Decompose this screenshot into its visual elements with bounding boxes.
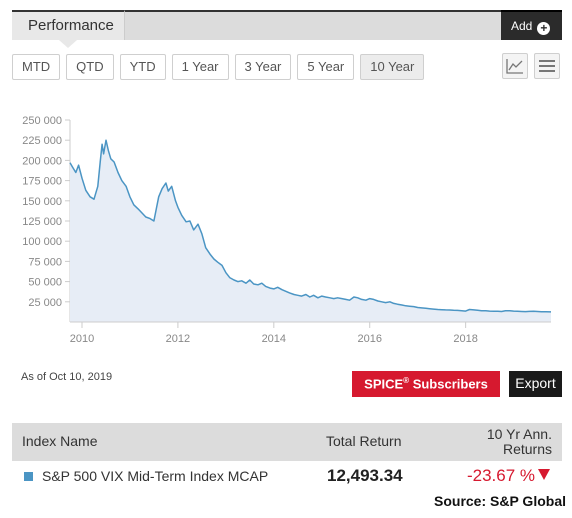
y-tick-label: 250 000: [22, 115, 62, 127]
line-chart-icon[interactable]: [502, 53, 528, 79]
table-header: Index Name Total Return 10 Yr Ann. Return…: [12, 423, 562, 461]
add-button[interactable]: Add +: [501, 10, 562, 40]
y-tick-label: 150 000: [22, 196, 62, 208]
add-button-label: Add: [511, 19, 533, 33]
x-tick-label: 2012: [166, 333, 190, 345]
y-tick-label: 100 000: [22, 236, 62, 248]
tab-performance[interactable]: Performance: [12, 10, 125, 40]
table-row[interactable]: S&P 500 VIX Mid-Term Index MCAP 12,493.3…: [12, 461, 562, 491]
x-tick-label: 2014: [262, 333, 286, 345]
series-line: [69, 139, 552, 313]
spice-subscribers-button[interactable]: SPICE® Subscribers: [352, 371, 500, 397]
col-ann-line2: Returns: [502, 441, 552, 457]
performance-chart[interactable]: 250 000 225 000 200 000 175 000 150 000 125 0…: [0, 108, 572, 356]
period-button-1-year[interactable]: 1 Year: [171, 54, 229, 80]
y-tick-label: 50 000: [28, 277, 62, 289]
y-tick-label: 125 000: [22, 216, 62, 228]
menu-icon[interactable]: [534, 53, 560, 79]
row-ann-value: -23.67 %: [466, 466, 535, 485]
source-note: Source: S&P Global: [434, 493, 566, 509]
spice-label: SPICE: [364, 376, 404, 392]
period-button-ytd[interactable]: YTD: [119, 54, 166, 80]
registered-mark: ®: [403, 376, 410, 385]
period-button-mtd[interactable]: MTD: [12, 54, 61, 80]
row-index-name: S&P 500 VIX Mid-Term Index MCAP: [42, 468, 269, 484]
chart-canvas: 250 000 225 000 200 000 175 000 150 000 125 0…: [22, 115, 552, 345]
x-tick-label: 2016: [357, 333, 381, 345]
row-total-return: 12,493.34: [327, 466, 403, 485]
period-button-10-year[interactable]: 10 Year: [360, 54, 425, 80]
y-tick-label: 175 000: [22, 176, 62, 188]
y-tick-label: 200 000: [22, 155, 62, 167]
series-swatch: [24, 472, 33, 481]
spice-suffix: Subscribers: [409, 376, 488, 392]
performance-header: Performance Add +: [12, 10, 562, 48]
y-tick-label: 75 000: [28, 256, 62, 268]
period-selector: MTD QTD YTD 1 Year 3 Year 5 Year 10 Year: [12, 54, 425, 80]
as-of-date: As of Oct 10, 2019: [21, 371, 113, 383]
period-button-qtd[interactable]: QTD: [66, 54, 114, 80]
tab-pointer: [59, 40, 77, 48]
col-index-name: Index Name: [22, 433, 98, 449]
col-ann-line1: 10 Yr Ann.: [486, 426, 552, 442]
chart-tools: [502, 53, 560, 79]
export-button[interactable]: Export: [509, 371, 562, 397]
down-arrow-icon: [538, 469, 550, 480]
y-tick-label: 225 000: [22, 135, 62, 147]
y-tick-label: 25 000: [28, 297, 62, 309]
plus-icon: +: [537, 22, 551, 35]
row-ann-return: -23.67 %: [467, 466, 550, 486]
period-button-5-year[interactable]: 5 Year: [297, 54, 355, 80]
x-tick-label: 2018: [453, 333, 477, 345]
col-total-return: Total Return: [326, 433, 402, 449]
period-button-3-year[interactable]: 3 Year: [234, 54, 292, 80]
series-area: [70, 140, 551, 322]
col-ann-returns: 10 Yr Ann. Returns: [487, 427, 552, 457]
x-tick-label: 2010: [70, 333, 94, 345]
